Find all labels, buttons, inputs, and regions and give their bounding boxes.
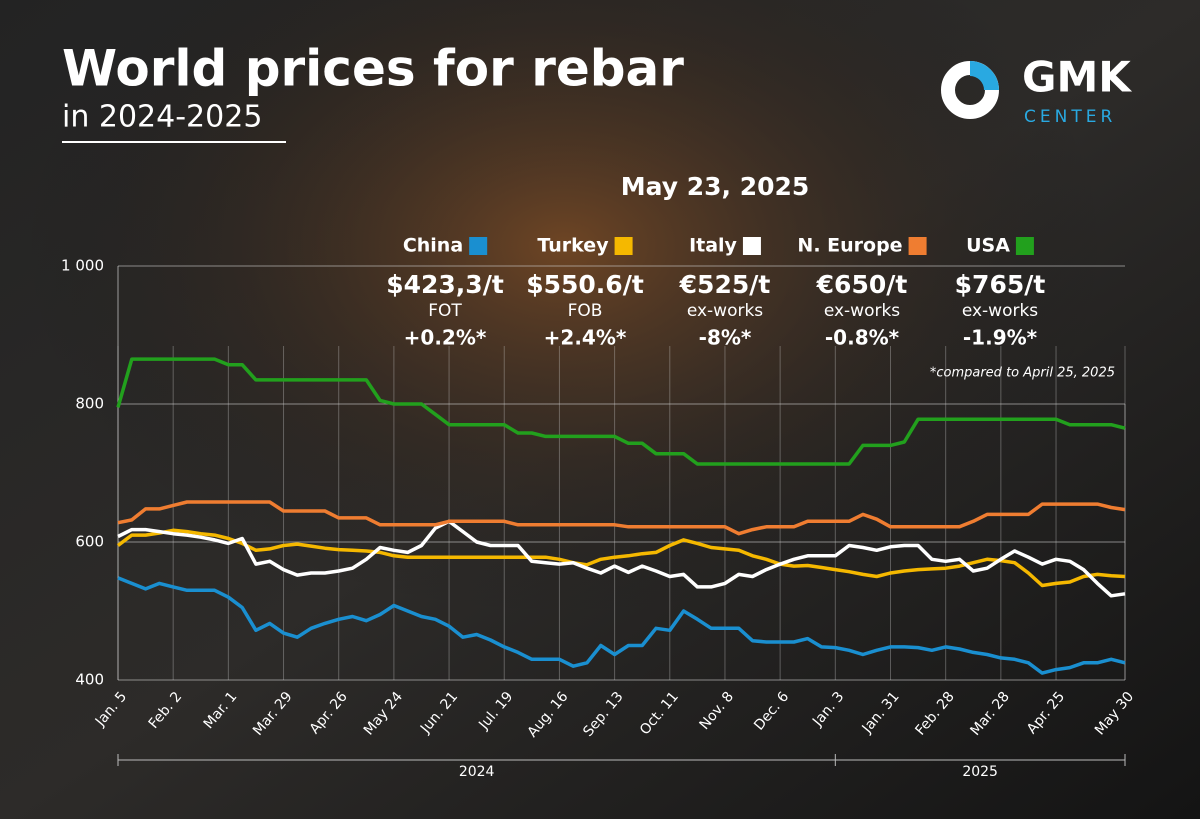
legend-change: -0.8%* xyxy=(825,326,900,350)
logo-sub: CENTER xyxy=(1024,107,1116,127)
series-line xyxy=(117,519,1126,598)
year-label: 2024 xyxy=(459,764,495,780)
legend-name: USA xyxy=(966,235,1010,257)
y-tick-label: 800 xyxy=(75,395,104,413)
legend-basis: FOT xyxy=(428,301,462,321)
logo: GMK CENTER xyxy=(941,53,1132,127)
legend-change: +0.2%* xyxy=(404,326,487,350)
date: May 23, 2025 xyxy=(621,172,810,201)
series-line xyxy=(117,576,1126,675)
logo-accent xyxy=(970,61,999,90)
series-line xyxy=(117,500,1126,536)
legend-price: €525/t xyxy=(679,270,771,299)
legend-price: $765/t xyxy=(955,270,1046,299)
subtitle: in 2024-2025 xyxy=(62,100,262,135)
legend-swatch xyxy=(908,237,927,255)
legend-basis: ex-works xyxy=(687,301,763,321)
footnote: *compared to April 25, 2025 xyxy=(930,366,1115,381)
legend-swatch xyxy=(1015,237,1034,255)
legend-name: Italy xyxy=(689,235,737,257)
legend-change: -8%* xyxy=(699,326,752,350)
title: World prices for rebar xyxy=(62,40,684,98)
y-tick-label: 600 xyxy=(75,533,104,551)
legend-basis: ex-works xyxy=(824,301,900,321)
legend-name: Turkey xyxy=(537,235,609,257)
series-line xyxy=(116,528,1126,588)
legend-price: €650/t xyxy=(816,270,908,299)
y-tick-label: 1 000 xyxy=(61,257,104,275)
y-tick-label: 400 xyxy=(75,671,104,689)
legend-name: N. Europe xyxy=(797,235,902,257)
legend-swatch xyxy=(469,237,488,255)
legend-change: +2.4%* xyxy=(544,326,627,350)
legend-basis: FOB xyxy=(568,301,603,321)
legend-price: $423,3/t xyxy=(386,270,504,299)
legend-price: $550.6/t xyxy=(526,270,644,299)
logo-name: GMK xyxy=(1022,53,1132,102)
legend-name: China xyxy=(403,235,463,257)
legend-swatch xyxy=(614,237,633,255)
legend-change: -1.9%* xyxy=(963,326,1038,350)
year-label: 2025 xyxy=(962,764,998,780)
legend-basis: ex-works xyxy=(962,301,1038,321)
legend-swatch xyxy=(742,237,761,255)
series-line xyxy=(116,357,1126,466)
